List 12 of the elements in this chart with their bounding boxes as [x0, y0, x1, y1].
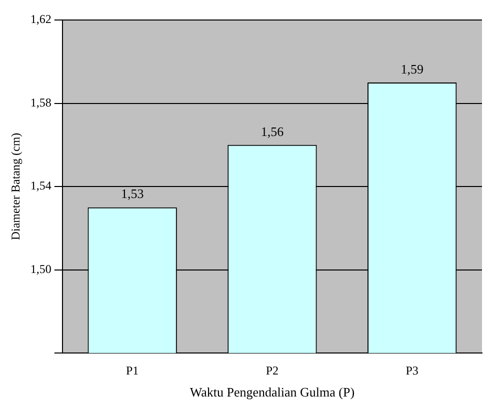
- x-axis-title: Waktu Pengendalian Gulma (P): [190, 384, 355, 400]
- x-tick-label: P3: [406, 363, 418, 378]
- y-tick-label: 1,54: [30, 178, 52, 193]
- data-label: 1,56: [260, 124, 284, 139]
- data-label: 1,59: [400, 61, 424, 76]
- y-axis-title: Diameter Batang (cm): [8, 132, 22, 240]
- y-tick-label: 1,50: [30, 262, 52, 276]
- y-tick-label: 1,58: [30, 95, 52, 110]
- data-label: 1,53: [120, 186, 144, 202]
- y-tick-label: 1,62: [30, 12, 52, 26]
- x-tick-label: P2: [266, 363, 279, 378]
- x-tick-label: P1: [126, 363, 139, 378]
